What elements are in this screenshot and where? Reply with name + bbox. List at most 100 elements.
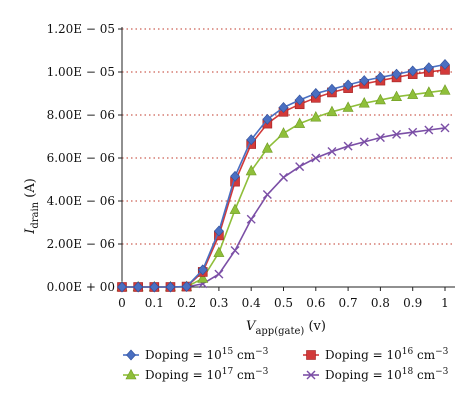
data-point <box>213 246 225 257</box>
marker-stroke <box>327 147 337 157</box>
data-point <box>392 129 402 139</box>
data-point <box>133 281 144 293</box>
data-point <box>294 117 306 128</box>
data-point <box>343 141 353 151</box>
legend-label: Doping = 1015 cm−3 <box>145 347 269 362</box>
series-line <box>122 127 446 288</box>
data-point <box>310 111 322 122</box>
y-tick-label: 0.00E + 00 <box>47 280 115 294</box>
data-point <box>374 93 386 105</box>
data-point <box>343 79 354 91</box>
x-tick-label: 1 <box>441 296 449 310</box>
legend-label: Doping = 1017 cm−3 <box>145 367 269 382</box>
axes <box>121 27 455 288</box>
data-point <box>246 134 257 146</box>
y-tick-label: 6.00E − 06 <box>47 151 115 165</box>
data-point <box>165 281 176 293</box>
data-point <box>279 172 288 182</box>
data-point <box>181 281 192 293</box>
marker-stroke <box>408 127 418 137</box>
data-point <box>295 162 305 172</box>
marker-stroke <box>343 141 353 151</box>
legend-item: Doping = 1017 cm−3 <box>123 367 269 382</box>
data-point <box>229 203 241 214</box>
x-tick-label: 0.4 <box>242 296 261 310</box>
x-axis-label: Vapp(gate) (v) <box>246 319 326 337</box>
data-point <box>359 137 369 147</box>
marker-stroke <box>306 370 316 380</box>
marker-stroke <box>375 133 385 143</box>
y-tick-labels: 0.00E + 00 2.00E − 06 4.00E − 06 6.00E − 06… <box>47 22 115 294</box>
marker-stroke <box>214 269 224 279</box>
data-point <box>408 127 418 137</box>
data-point <box>440 123 450 133</box>
data-point <box>375 133 385 143</box>
legend-marker <box>126 349 136 361</box>
x-tick-label: 0.6 <box>306 296 325 310</box>
marker-stroke <box>230 245 240 255</box>
marker-stroke <box>246 214 256 224</box>
data-point <box>149 281 160 293</box>
x-tick-labels: 0 0.1 0.2 0.3 0.4 0.5 0.6 0.7 0.8 0.9 1 <box>118 296 449 310</box>
x-tick-label: 0.5 <box>274 296 293 310</box>
series-15 <box>117 59 450 293</box>
legend-label: Doping = 1018 cm−3 <box>325 367 449 382</box>
y-tick-label: 8.00E − 06 <box>47 108 115 122</box>
data-point <box>261 142 273 153</box>
marker-stroke <box>262 190 272 200</box>
data-point <box>423 62 434 74</box>
data-point <box>117 281 127 293</box>
data-point <box>407 88 419 99</box>
marker-stroke <box>424 125 434 135</box>
legend: Doping = 1015 cm−3 Doping = 1016 cm−3 Dopi… <box>123 347 449 382</box>
legend-marker <box>306 350 316 360</box>
y-axis-label: Idrain (A) <box>23 178 41 235</box>
y-tick-label: 1.00E − 05 <box>47 65 115 79</box>
x-tick-label: 0.3 <box>209 296 228 310</box>
data-point <box>310 88 321 99</box>
data-point <box>424 125 434 135</box>
data-point <box>375 71 386 83</box>
data-point <box>213 225 224 237</box>
data-point <box>358 97 370 108</box>
marker-stroke <box>279 172 288 182</box>
legend-marker <box>125 368 137 380</box>
data-point <box>439 84 451 95</box>
data-point <box>391 90 403 102</box>
data-point <box>262 113 273 125</box>
data-point <box>423 86 435 97</box>
x-tick-label: 0.8 <box>371 296 390 310</box>
data-point <box>391 68 402 80</box>
x-tick-label: 0.2 <box>177 296 196 310</box>
data-point <box>327 147 337 157</box>
marker-stroke <box>440 123 450 133</box>
marker-stroke <box>311 153 321 163</box>
data-point <box>246 214 256 224</box>
x-tick-label: 0 <box>118 296 126 310</box>
series-18 <box>117 123 450 292</box>
x-tick-label: 0.9 <box>403 296 422 310</box>
marker-stroke <box>295 162 305 172</box>
x-tick-label: 0.1 <box>145 296 164 310</box>
data-point <box>278 102 289 113</box>
data-point <box>230 245 240 255</box>
data-point <box>278 127 289 138</box>
data-point <box>359 75 370 87</box>
legend-item: Doping = 1015 cm−3 <box>123 347 269 362</box>
data-point <box>230 170 240 182</box>
data-point <box>440 59 450 70</box>
data-point <box>197 264 208 276</box>
data-point <box>214 269 224 279</box>
series-group <box>116 59 451 293</box>
legend-label: Doping = 1016 cm−3 <box>325 347 449 362</box>
data-point <box>197 272 209 283</box>
grid-lines <box>118 28 455 291</box>
legend-item: Doping = 1016 cm−3 <box>303 347 449 362</box>
data-point <box>327 83 337 95</box>
data-point <box>311 153 321 163</box>
legend-item: Doping = 1018 cm−3 <box>303 367 449 382</box>
data-point <box>294 94 305 106</box>
data-point <box>245 164 257 176</box>
series-line <box>122 89 446 288</box>
